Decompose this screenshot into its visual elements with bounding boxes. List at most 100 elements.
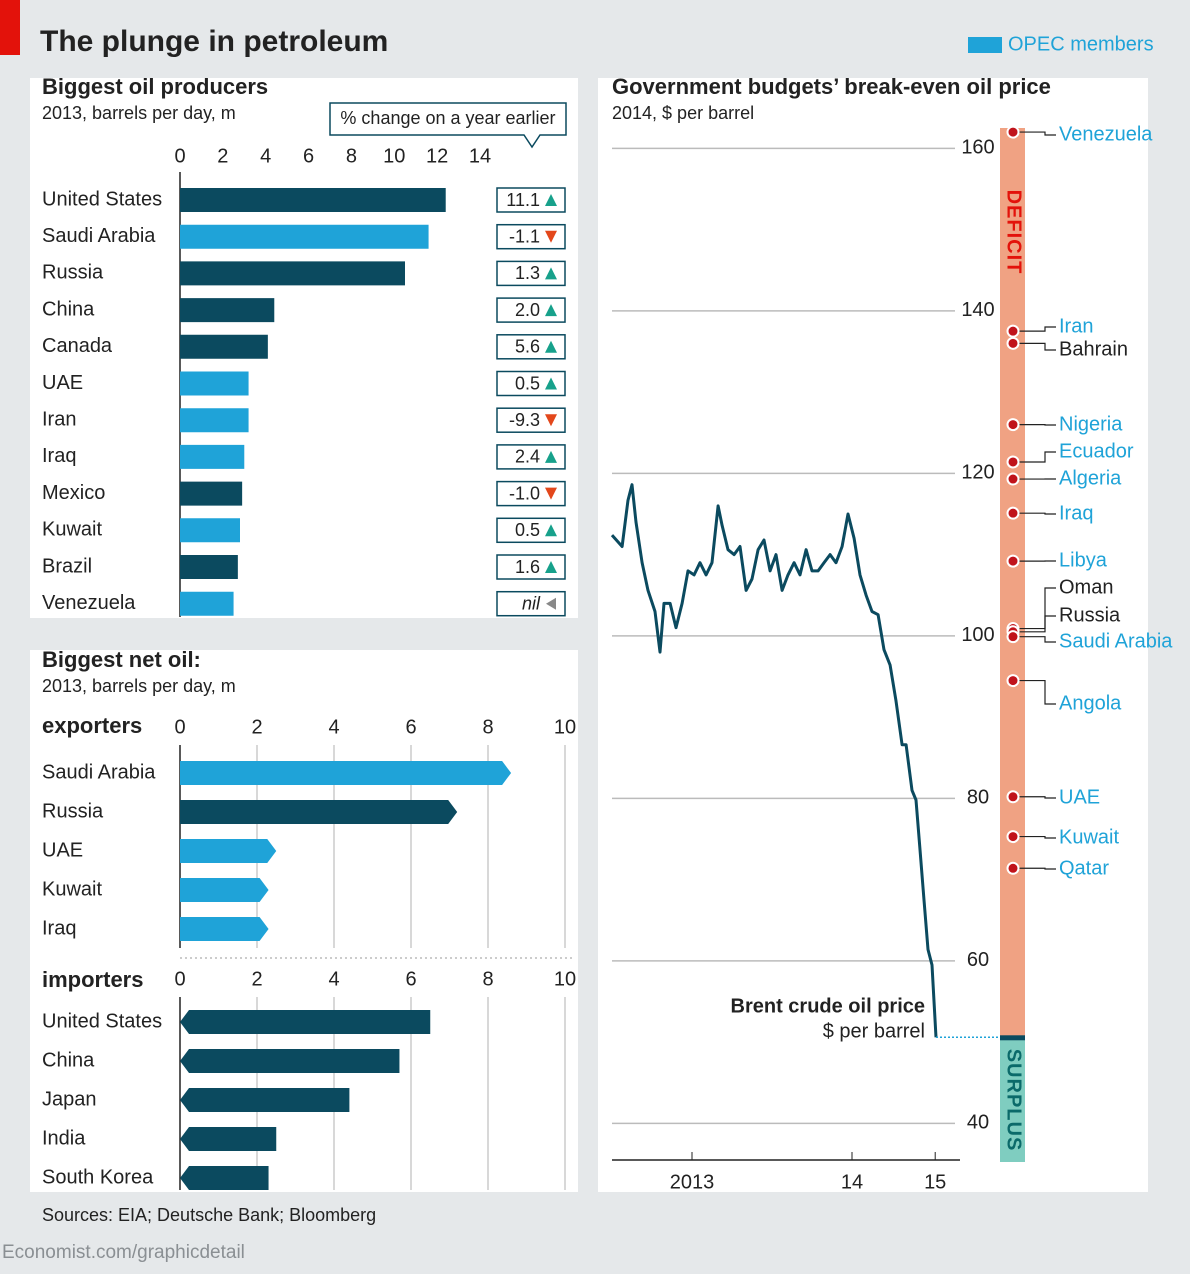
bar	[180, 371, 249, 396]
bar	[180, 188, 446, 212]
break-even-point	[1006, 861, 1020, 875]
annotation: $ per barrel	[823, 1020, 925, 1042]
category-label: Brazil	[42, 555, 92, 577]
break-even-point	[1006, 674, 1020, 688]
x-tick-label: 0	[174, 145, 185, 167]
leader-line	[1018, 342, 1056, 351]
category-label: Japan	[42, 1088, 97, 1110]
break-even-point	[1006, 324, 1020, 338]
x-tick-label: 8	[482, 716, 493, 738]
chart-title: Biggest oil producers	[42, 74, 268, 99]
deficit-zone	[1000, 128, 1025, 1038]
change-label: -1.0	[509, 483, 540, 503]
change-arrow	[545, 561, 557, 573]
change-label: 1.6	[515, 557, 540, 577]
section-label: importers	[42, 967, 143, 992]
x-tick-label: 4	[328, 968, 339, 990]
chart-title: Biggest net oil:	[42, 647, 201, 672]
x-tick-label: 2	[251, 968, 262, 990]
category-label: Russia	[42, 800, 104, 822]
bar	[180, 444, 245, 469]
x-tick-label: 0	[174, 716, 185, 738]
chart-subtitle: 2014, $ per barrel	[612, 103, 754, 123]
chart-subtitle: 2013, barrels per day, m	[42, 103, 236, 123]
bar	[180, 1088, 350, 1112]
break-even-point	[1006, 790, 1020, 804]
bar	[180, 298, 275, 323]
bar	[180, 1127, 277, 1151]
x-tick-label: 14	[469, 145, 491, 167]
series-label: Brent crude oil price	[731, 995, 926, 1017]
x-tick-label: 14	[841, 1171, 863, 1193]
red-tab	[0, 0, 20, 55]
x-tick-label: 8	[346, 145, 357, 167]
break-even-point	[1006, 830, 1020, 844]
x-tick-label: 6	[405, 716, 416, 738]
category-label: United States	[42, 1010, 162, 1032]
change-label: 11.1	[506, 190, 540, 210]
bar	[180, 261, 405, 286]
x-tick-label: 6	[303, 145, 314, 167]
zone-label: SURPLUS	[1003, 1049, 1025, 1152]
y-tick-label: 100	[961, 624, 994, 646]
y-tick-label: 160	[961, 137, 994, 159]
leader-line	[1018, 451, 1056, 463]
country-label: UAE	[1059, 786, 1100, 808]
category-label: Kuwait	[42, 519, 102, 541]
country-label: Kuwait	[1059, 826, 1119, 848]
country-label: Saudi Arabia	[1059, 630, 1173, 652]
category-label: Venezuela	[42, 592, 136, 614]
bar	[180, 839, 277, 863]
break-even-point	[1006, 630, 1020, 644]
x-tick-label: 12	[426, 145, 448, 167]
bar	[180, 800, 458, 824]
bar	[180, 555, 238, 579]
category-label: Iran	[42, 408, 76, 430]
country-label: Qatar	[1059, 857, 1109, 879]
category-label: UAE	[42, 839, 83, 861]
x-tick-label: 4	[328, 716, 339, 738]
bar	[180, 761, 512, 785]
category-label: India	[42, 1127, 86, 1149]
break-even-point	[1006, 506, 1020, 520]
category-label: Mexico	[42, 482, 105, 504]
zone-label: DEFICIT	[1003, 190, 1025, 275]
leader-line	[1018, 867, 1056, 870]
change-label: 0.5	[515, 373, 540, 393]
bar	[180, 1010, 431, 1034]
category-label: Russia	[42, 262, 104, 284]
x-tick-label: 2013	[670, 1171, 715, 1193]
country-label: Bahrain	[1059, 338, 1128, 360]
leader-line	[1018, 796, 1056, 799]
category-label: Canada	[42, 335, 113, 357]
y-tick-label: 80	[967, 787, 989, 809]
change-label: 5.6	[515, 337, 540, 357]
x-tick-label: 8	[482, 968, 493, 990]
change-box	[496, 444, 566, 470]
change-label: 0.5	[515, 520, 540, 540]
bar	[180, 408, 249, 433]
break-even-point	[1006, 418, 1020, 432]
country-label: Russia	[1059, 604, 1121, 626]
bar	[180, 591, 234, 616]
leader-line	[1018, 835, 1056, 839]
country-label: Iran	[1059, 315, 1093, 337]
x-tick-label: 2	[217, 145, 228, 167]
chart-title: Government budgets’ break-even oil price	[612, 74, 1051, 99]
surplus-zone	[1000, 1037, 1025, 1162]
x-tick-label: 2	[251, 716, 262, 738]
y-tick-label: 140	[961, 299, 994, 321]
change-label: nil	[522, 593, 541, 613]
legend-swatch	[968, 37, 1002, 53]
country-label: Venezuela	[1059, 123, 1153, 145]
break-even-point	[1006, 554, 1020, 568]
country-label: Iraq	[1059, 502, 1093, 524]
bar	[180, 1166, 269, 1190]
x-tick-label: 10	[554, 716, 576, 738]
panel	[598, 78, 1148, 1192]
bar	[180, 1049, 400, 1073]
category-label: United States	[42, 188, 162, 210]
break-even-point	[1006, 125, 1020, 139]
